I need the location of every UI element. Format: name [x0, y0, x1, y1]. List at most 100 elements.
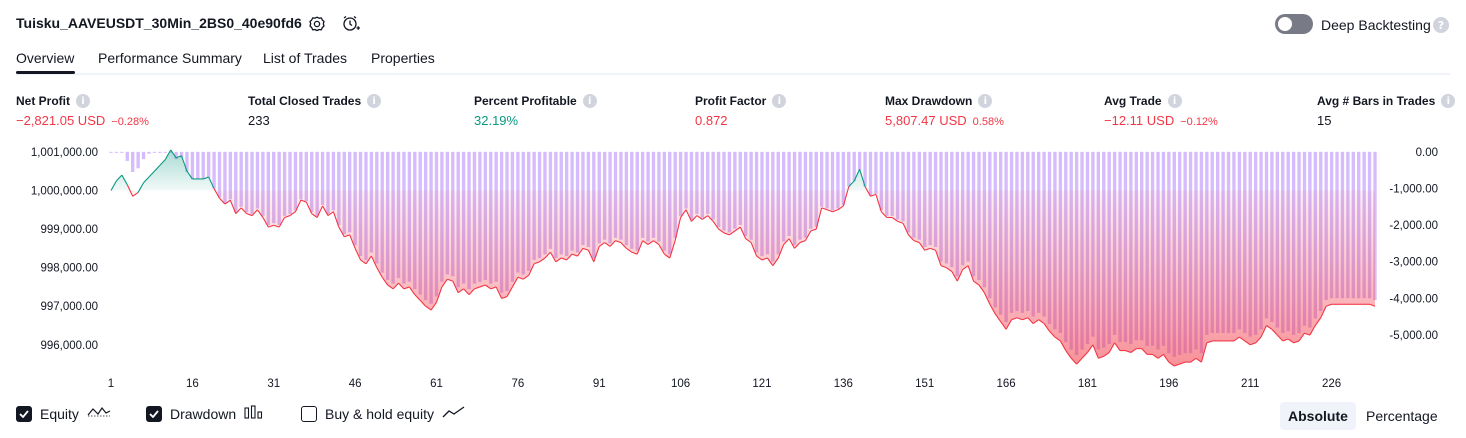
equity-segment	[539, 257, 546, 263]
x-axis-tick-label: 121	[752, 378, 771, 390]
equity-segment	[452, 280, 459, 293]
metric-value-row: 5,807.47 USD 0.58%	[885, 113, 1004, 128]
equity-segment	[344, 234, 350, 238]
equity-segment	[734, 226, 741, 232]
drawdown-bar	[304, 151, 308, 202]
equity-checkbox[interactable]	[16, 405, 32, 422]
equity-segment	[1016, 317, 1023, 321]
left-axis-tick-label: 998,000.00	[40, 263, 98, 275]
equity-segment	[750, 242, 758, 257]
percentage-button[interactable]: Percentage	[1366, 408, 1438, 424]
right-axis-tick-label: -1,000.00	[1389, 183, 1438, 195]
help-question-icon[interactable]: ?	[1433, 17, 1449, 33]
equity-segment	[338, 226, 345, 238]
equity-segment	[631, 251, 638, 255]
settings-gear-icon[interactable]	[307, 14, 327, 34]
drawdown-bar	[874, 151, 878, 194]
strategy-title: Tuisku_AAVEUSDT_30Min_2BS0_40e90fd6	[16, 15, 302, 31]
tabs-divider	[16, 73, 1450, 75]
profit-factor-value: 0.872	[695, 113, 728, 128]
equity-segment	[647, 240, 654, 245]
equity-segment	[810, 228, 817, 232]
info-icon[interactable]: i	[367, 94, 382, 108]
metric-label: Percent Profitable	[474, 94, 577, 108]
equity-segment	[300, 199, 307, 203]
drawdown-bar	[196, 151, 200, 180]
legend-equity[interactable]: Equity	[16, 405, 111, 422]
buy-hold-checkbox[interactable]	[301, 405, 317, 422]
drawdown-bar	[120, 151, 124, 153]
equity-segment	[653, 240, 660, 245]
avg-trade-value: −12.11 USD	[1104, 113, 1175, 128]
equity-segment	[983, 292, 991, 305]
net-profit-pct: −0.28%	[111, 116, 149, 128]
drawdown-bar	[331, 151, 336, 211]
equity-segment	[1266, 325, 1273, 330]
legend-buy-hold-equity[interactable]: Buy & hold equity	[301, 405, 466, 422]
equity-line-icon	[87, 405, 111, 422]
drawdown-bar	[695, 151, 699, 215]
equity-segment	[159, 159, 166, 166]
info-icon[interactable]: i	[76, 94, 90, 108]
drawdown-bar	[857, 151, 862, 171]
equity-segment	[435, 286, 443, 303]
equity-segment	[311, 213, 318, 218]
deep-backtesting-toggle[interactable]	[1275, 14, 1313, 34]
toggle-knob	[1278, 17, 1292, 31]
equity-segment	[1314, 317, 1322, 326]
drawdown-checkbox[interactable]	[146, 405, 162, 422]
equity-segment	[1070, 357, 1078, 365]
equity-segment	[153, 165, 161, 172]
equity-segment	[213, 188, 220, 199]
tab-properties[interactable]: Properties	[371, 50, 435, 66]
drawdown-bar	[190, 151, 195, 180]
legend-drawdown[interactable]: Drawdown	[146, 405, 264, 422]
drawdown-bar	[158, 151, 162, 153]
drawdown-bar	[152, 151, 157, 153]
drawdown-bar	[885, 151, 889, 216]
equity-segment	[615, 240, 622, 244]
equity-segment	[181, 155, 188, 172]
equity-segment	[1271, 328, 1278, 336]
add-alert-clock-icon[interactable]	[341, 14, 361, 34]
equity-segment	[918, 242, 926, 251]
equity-segment	[1195, 357, 1202, 363]
equity-segment	[549, 251, 557, 263]
equity-segment	[332, 211, 340, 228]
info-icon[interactable]: i	[1441, 94, 1456, 108]
equity-segment	[1162, 354, 1170, 363]
info-icon[interactable]: i	[978, 94, 993, 108]
metric-profit-factor: Profit Factor i 0.872	[695, 94, 787, 128]
equity-segment	[517, 276, 524, 280]
info-icon[interactable]: i	[1167, 94, 1182, 108]
drawdown-bar	[895, 151, 900, 220]
equity-segment	[528, 263, 535, 276]
equity-segment	[712, 221, 720, 230]
equity-segment	[544, 251, 551, 259]
tab-overview[interactable]: Overview	[16, 50, 75, 66]
equity-segment	[772, 257, 779, 267]
equity-drawdown-chart[interactable]: 1,001,000.00 1,000,000.00 999,000.00 998,00…	[0, 140, 1466, 398]
absolute-button[interactable]: Absolute	[1280, 402, 1356, 430]
equity-segment	[956, 269, 964, 282]
drawdown-bar	[684, 151, 688, 209]
equity-segment	[978, 284, 985, 294]
tab-performance-summary[interactable]: Performance Summary	[98, 50, 242, 66]
equity-segment	[1179, 361, 1186, 365]
equity-segment	[842, 186, 850, 207]
equity-segment	[501, 296, 508, 300]
equity-segment	[1108, 342, 1116, 353]
x-axis-tick-label: 76	[511, 378, 524, 390]
equity-segment	[229, 199, 237, 214]
tab-list-of-trades[interactable]: List of Trades	[263, 50, 348, 66]
equity-segment	[376, 267, 383, 278]
equity-segment	[1190, 357, 1197, 363]
info-icon[interactable]: i	[772, 94, 787, 108]
drawdown-bar	[678, 151, 683, 216]
buy-hold-line-icon	[442, 405, 466, 422]
info-icon[interactable]: i	[582, 94, 597, 108]
drawdown-bar	[901, 151, 905, 222]
equity-segment	[1103, 352, 1110, 357]
equity-segment	[1076, 357, 1083, 365]
deep-backtesting-label: Deep Backtesting	[1321, 17, 1431, 33]
